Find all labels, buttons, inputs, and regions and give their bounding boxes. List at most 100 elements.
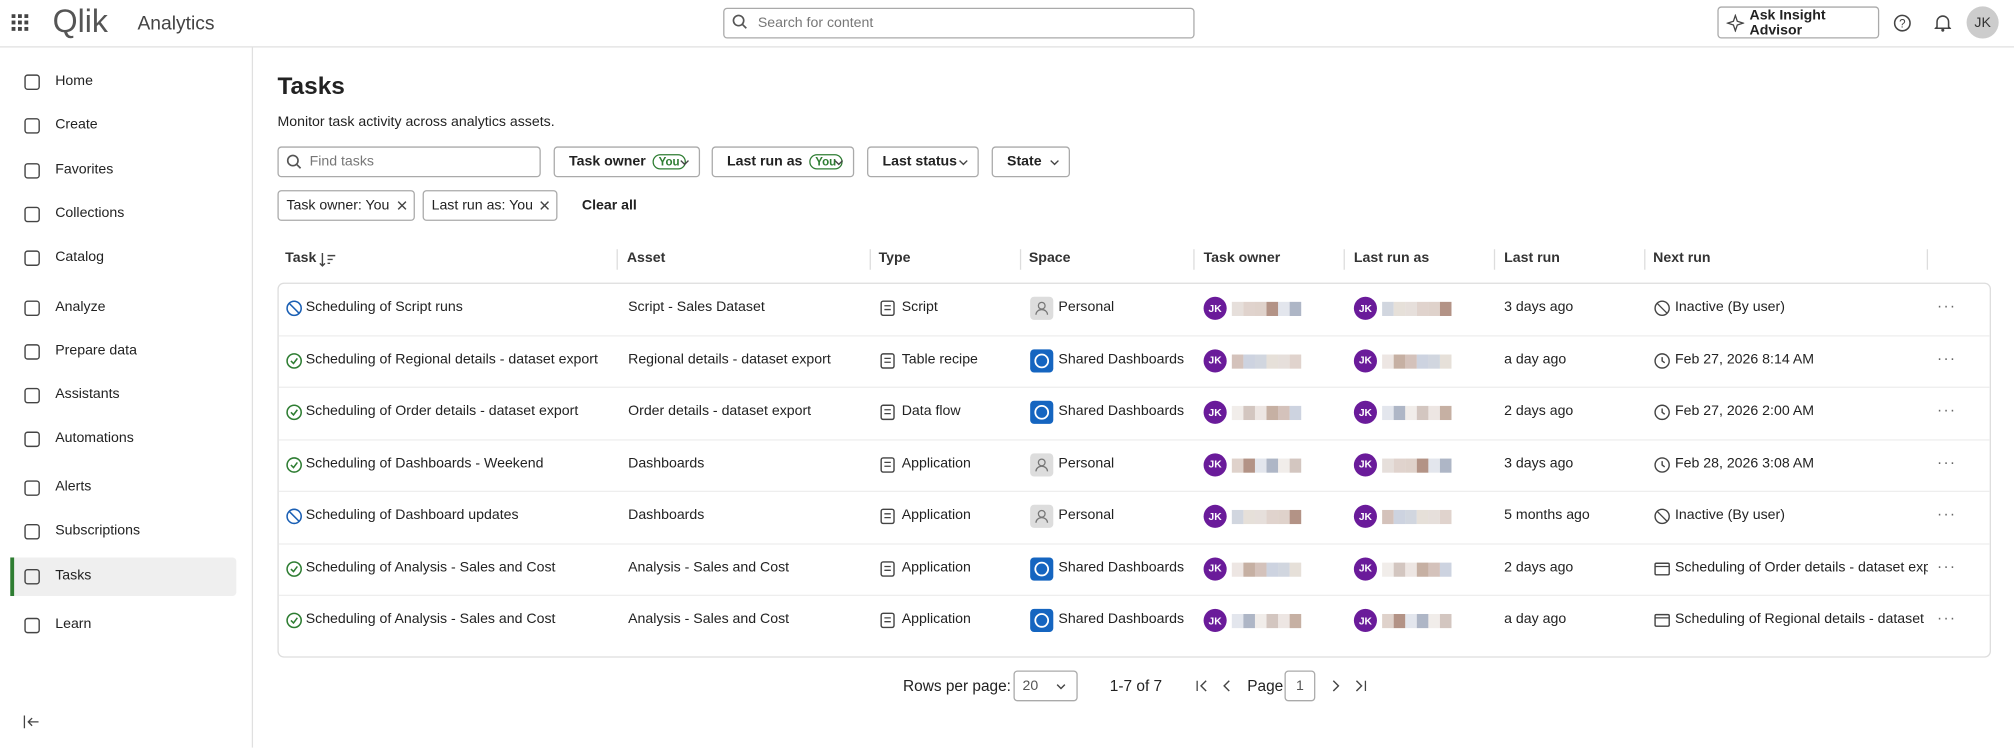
sidebar-border <box>252 48 253 748</box>
nav-item[interactable]: Home <box>55 73 93 88</box>
status-icon <box>285 559 303 577</box>
nav-icon-svg <box>23 387 41 405</box>
asset-type: Data flow <box>902 403 961 418</box>
redacted-name <box>1382 354 1451 368</box>
task-search[interactable]: Find tasks <box>277 146 540 177</box>
nav-item[interactable]: Subscriptions <box>55 523 140 538</box>
redacted-name <box>1382 510 1451 524</box>
status-icon-svg <box>285 611 303 629</box>
nav-icon <box>23 73 41 91</box>
space-icon <box>1030 453 1053 476</box>
next-run: Inactive (By user) <box>1675 507 1785 522</box>
row-menu[interactable]: ··· <box>1937 349 1956 367</box>
user-avatar: JK <box>1204 505 1227 528</box>
nav-item[interactable]: Prepare data <box>55 343 137 358</box>
type-icon <box>879 403 897 421</box>
task-name[interactable]: Scheduling of Analysis - Sales and Cost <box>306 611 556 626</box>
space-name: Shared Dashboards <box>1058 403 1184 418</box>
row-menu[interactable]: ··· <box>1937 557 1956 575</box>
user-avatar: JK <box>1354 401 1377 424</box>
next-run: Feb 27, 2026 8:14 AM <box>1675 351 1814 366</box>
user-avatar[interactable]: JK <box>1967 6 1999 38</box>
chevron <box>830 153 848 171</box>
asset-type: Table recipe <box>902 351 978 366</box>
task-name[interactable]: Scheduling of Analysis - Sales and Cost <box>306 559 556 574</box>
task-name[interactable]: Scheduling of Script runs <box>306 299 463 314</box>
last-run: 2 days ago <box>1504 559 1573 574</box>
last-run: 3 days ago <box>1504 299 1573 314</box>
row-menu[interactable]: ··· <box>1937 505 1956 523</box>
row-menu[interactable]: ··· <box>1937 609 1956 627</box>
last-run: a day ago <box>1504 351 1566 366</box>
nav-icon-svg <box>23 162 41 180</box>
search-icon <box>732 14 747 29</box>
space-name: Shared Dashboards <box>1058 611 1184 626</box>
last-run: 2 days ago <box>1504 403 1573 418</box>
task-name[interactable]: Scheduling of Regional details - dataset… <box>306 351 598 366</box>
nav-icon <box>23 162 41 180</box>
chevron <box>954 153 972 171</box>
next-run-icon-svg <box>1653 299 1671 317</box>
nav-item[interactable]: Alerts <box>55 479 91 494</box>
row-divider <box>279 543 1990 544</box>
next-run-icon <box>1653 559 1671 577</box>
nav-icon-svg <box>23 249 41 267</box>
global-search[interactable]: Search for content <box>723 8 1194 39</box>
nav-item[interactable]: Learn <box>55 617 91 632</box>
next-run-icon-svg <box>1653 403 1671 421</box>
asset-type: Application <box>902 559 971 574</box>
nav-item[interactable]: Favorites <box>55 162 113 177</box>
status-icon-svg <box>285 559 303 577</box>
column-header: Last run <box>1504 250 1560 265</box>
next-run: Scheduling of Order details - dataset ex… <box>1675 559 1928 574</box>
row-divider <box>279 491 1990 492</box>
nav-item[interactable]: Create <box>55 117 97 132</box>
nav-item[interactable]: Assistants <box>55 387 119 402</box>
notifications-icon[interactable] <box>1934 14 1951 32</box>
column-header: Type <box>879 250 911 265</box>
asset-name: Dashboards <box>628 455 704 470</box>
nav-selected <box>10 557 236 596</box>
last-page-svg <box>1351 677 1369 695</box>
collapse-icon[interactable] <box>23 714 41 729</box>
space-name: Shared Dashboards <box>1058 559 1184 574</box>
type-icon-svg <box>879 403 897 421</box>
clear-all[interactable]: Clear all <box>582 198 637 213</box>
nav-icon <box>23 430 41 448</box>
user-avatar: JK <box>1204 453 1227 476</box>
nav-item[interactable]: Analyze <box>55 299 105 314</box>
chip-remove-svg <box>393 197 411 215</box>
column-header: Task owner <box>1204 250 1281 265</box>
row-menu[interactable]: ··· <box>1937 453 1956 471</box>
task-name[interactable]: Scheduling of Dashboards - Weekend <box>306 455 544 470</box>
next-run-icon-svg <box>1653 611 1671 629</box>
type-icon-svg <box>879 507 897 525</box>
nav-item[interactable]: Collections <box>55 206 124 221</box>
page-input[interactable]: 1 <box>1285 671 1316 702</box>
chip-remove <box>393 197 411 215</box>
space-icon <box>1030 297 1053 320</box>
task-name[interactable]: Scheduling of Dashboard updates <box>306 507 519 522</box>
nav-item[interactable]: Catalog <box>55 249 104 264</box>
row-menu[interactable]: ··· <box>1937 297 1956 315</box>
nav-item[interactable]: Automations <box>55 430 134 445</box>
last-run: a day ago <box>1504 611 1566 626</box>
chip-remove-svg <box>536 197 554 215</box>
status-icon <box>285 403 303 421</box>
svg-text:?: ? <box>1899 19 1905 31</box>
next-run-icon-svg <box>1653 507 1671 525</box>
nav-item[interactable]: Tasks <box>55 568 91 583</box>
logo: Qlik <box>53 4 108 41</box>
chip-label: Task owner: You <box>286 198 389 213</box>
nav-icon-svg <box>23 117 41 135</box>
app-menu[interactable] <box>12 14 30 32</box>
row-menu[interactable]: ··· <box>1937 401 1956 419</box>
next-run: Feb 28, 2026 3:08 AM <box>1675 455 1814 470</box>
nav-icon <box>23 343 41 361</box>
task-name[interactable]: Scheduling of Order details - dataset ex… <box>306 403 579 418</box>
nav-indicator <box>10 557 14 596</box>
help-icon[interactable]: ? <box>1893 14 1911 32</box>
chevron <box>1046 153 1064 171</box>
chevron <box>1052 677 1070 695</box>
